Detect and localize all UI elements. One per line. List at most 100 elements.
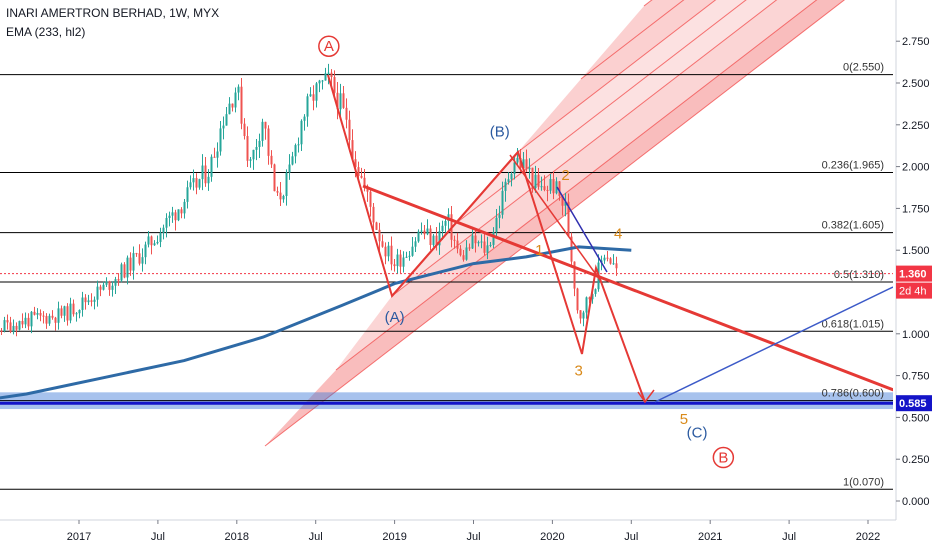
candle-body — [225, 114, 228, 126]
candle-body — [528, 167, 531, 170]
candle-body — [408, 255, 411, 257]
support-price-tag-label: 0.585 — [899, 398, 927, 410]
candle-body — [213, 156, 216, 158]
price-axis-label: 2.000 — [902, 162, 930, 174]
candle-body — [510, 173, 513, 180]
pitchfork-line — [335, 0, 818, 371]
wave-label-circle — [712, 446, 735, 469]
candle-body — [228, 103, 231, 115]
candle-body — [195, 178, 198, 188]
price-axis-label: 1.500 — [902, 245, 930, 257]
candle-body — [609, 258, 612, 264]
candle-body — [540, 186, 543, 188]
candle-body — [423, 230, 426, 235]
candle-body — [522, 159, 525, 169]
candle-body — [159, 232, 162, 242]
candle-body — [66, 306, 69, 321]
candle-body — [582, 312, 585, 319]
candle-body — [405, 256, 408, 258]
candle-body — [456, 240, 459, 249]
candle-body — [348, 119, 351, 141]
wave-label: (A) — [385, 309, 405, 326]
candle-body — [267, 128, 270, 156]
candle-body — [111, 285, 114, 290]
countdown-tag-label: 2d 4h — [899, 286, 927, 298]
candle-body — [594, 289, 597, 294]
candle-body — [36, 312, 39, 315]
candle-body — [483, 241, 486, 253]
candle-body — [342, 93, 345, 108]
candle-body — [360, 175, 363, 178]
candle-body — [6, 320, 9, 323]
candle-body — [351, 140, 354, 160]
candle-body — [162, 227, 165, 233]
fib-label-0: 0(2.550) — [843, 62, 884, 74]
candle-body — [330, 72, 333, 77]
candle-body — [144, 244, 147, 258]
candle-body — [438, 231, 441, 246]
wave-path — [327, 74, 646, 403]
candle-body — [321, 80, 324, 82]
candle-body — [39, 312, 42, 316]
pitchfork — [264, 0, 846, 447]
candle-body — [495, 217, 498, 233]
candle-body — [264, 121, 267, 129]
candle-body — [567, 201, 570, 237]
candle-body — [120, 264, 123, 281]
candle-body — [357, 167, 360, 176]
candle-body — [177, 209, 180, 221]
pitchfork-line — [517, 0, 717, 153]
price-axis-label: 2.500 — [902, 78, 930, 90]
fib-levels: 0(2.550) 0.236(1.965) 0.382(1.605) 0.5(1.31… — [0, 62, 893, 490]
candle-body — [381, 241, 384, 247]
time-axis-label: 2022 — [856, 531, 880, 543]
wave-label: 5 — [680, 411, 688, 428]
candle-body — [552, 179, 555, 194]
candle-body — [516, 158, 519, 163]
ema-line — [0, 245, 632, 400]
candle-body — [126, 257, 129, 278]
arrow-head — [637, 389, 655, 404]
time-axis-label: Jul — [309, 531, 323, 543]
candle-body — [372, 206, 375, 223]
candle-body — [69, 303, 72, 321]
candle-body — [12, 325, 15, 332]
candle-body — [399, 254, 402, 267]
candle-body — [378, 229, 381, 242]
candle-body — [375, 222, 378, 230]
candle-body — [429, 228, 432, 246]
wave-label: B — [718, 450, 728, 467]
candle-body — [546, 189, 549, 191]
candle-body — [300, 120, 303, 145]
candle-body — [0, 330, 3, 332]
wave-label: 2 — [561, 167, 569, 184]
candle-body — [588, 297, 591, 300]
candle-body — [219, 128, 222, 152]
candle-body — [435, 235, 438, 246]
candle-body — [153, 243, 156, 246]
candle-body — [303, 116, 306, 121]
candle-body — [102, 284, 105, 290]
price-axis-label: 0.000 — [902, 496, 930, 508]
candle-body — [72, 303, 75, 315]
candle-body — [273, 164, 276, 192]
candle-body — [141, 257, 144, 264]
candle-body — [354, 159, 357, 168]
candle-body — [297, 144, 300, 146]
candle-body — [45, 316, 48, 324]
chart-legend-title: INARI AMERTRON BERHAD, 1W, MYX — [6, 6, 220, 20]
fib-label-0.618: 0.618(1.015) — [822, 318, 884, 330]
candle-body — [315, 83, 318, 101]
candle-body — [402, 257, 405, 267]
projection-line — [654, 286, 893, 403]
candle-body — [63, 306, 66, 316]
candle-body — [18, 320, 21, 330]
candle-body — [108, 281, 111, 290]
candle-body — [57, 308, 60, 323]
candle-body — [393, 264, 396, 267]
candle-body — [555, 181, 558, 194]
candle-body — [414, 241, 417, 247]
candle-body — [468, 247, 471, 249]
candle-body — [345, 107, 348, 120]
